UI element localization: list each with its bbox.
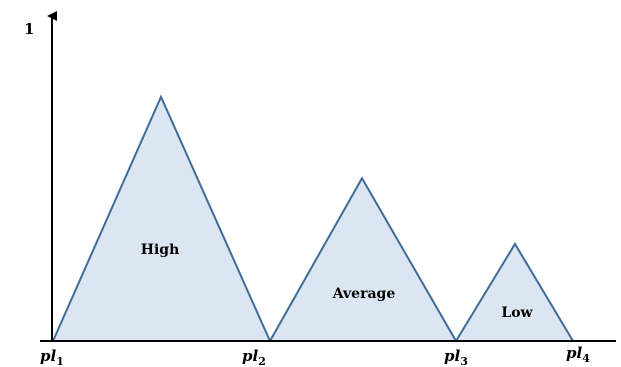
label-high: High <box>141 242 180 258</box>
x-tick-pl1: pl1 <box>40 347 64 367</box>
x-tick-pl2-base: pl <box>242 347 258 365</box>
x-tick-pl3: pl3 <box>444 347 468 367</box>
triangles-group <box>51 94 575 342</box>
x-tick-pl2: pl2 <box>242 347 266 367</box>
x-tick-pl2-sub: 2 <box>258 355 266 367</box>
x-tick-pl3-sub: 3 <box>460 355 468 367</box>
y-axis-max-label: 1 <box>24 20 34 38</box>
label-low: Low <box>501 305 533 321</box>
triangle-high <box>51 94 272 342</box>
triangle-average <box>268 176 458 342</box>
x-tick-pl4-base: pl <box>566 344 582 362</box>
x-tick-pl1-base: pl <box>40 347 56 365</box>
x-tick-pl4-sub: 4 <box>582 352 590 365</box>
x-tick-pl3-base: pl <box>444 347 460 365</box>
triangle-low <box>454 242 575 342</box>
x-tick-pl1-sub: 1 <box>56 355 64 367</box>
label-average: Average <box>332 286 396 302</box>
x-tick-pl4: pl4 <box>566 344 590 365</box>
